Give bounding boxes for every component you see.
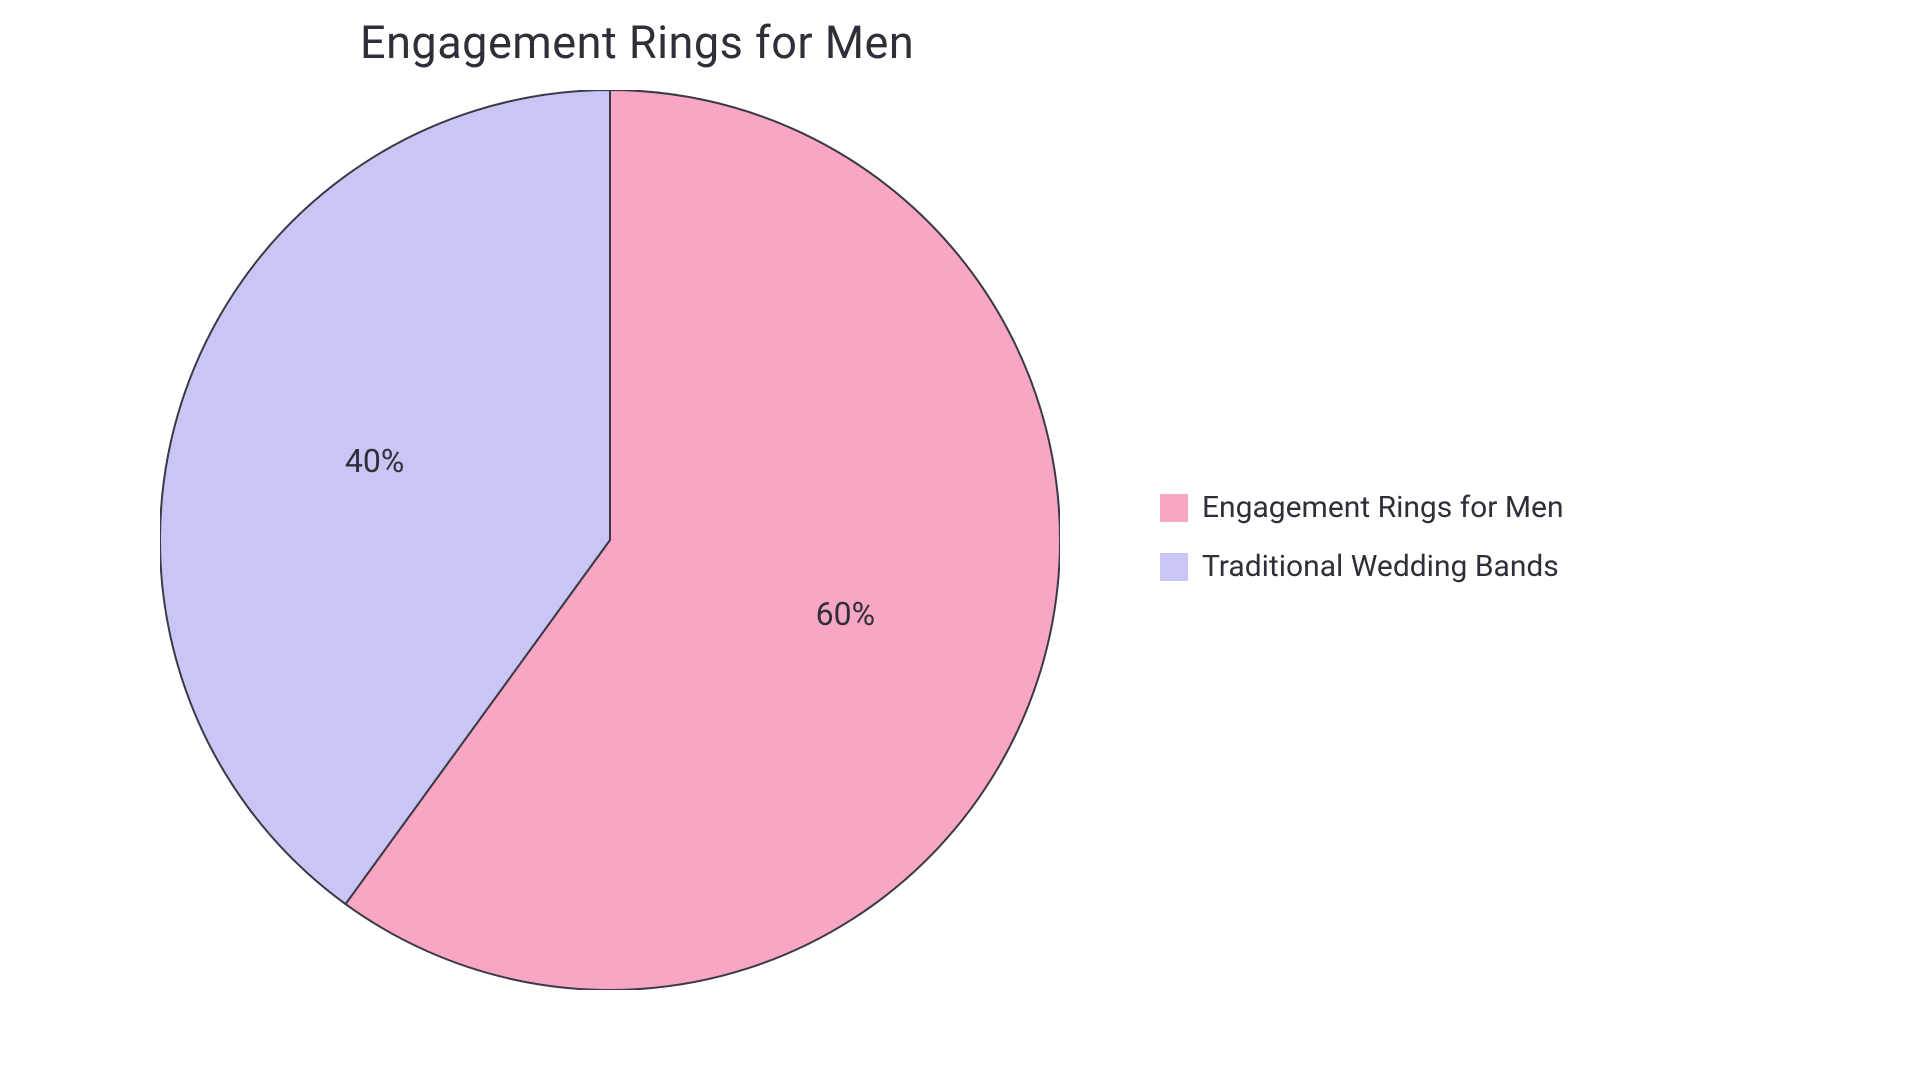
pie-container: 60% 40% [160, 90, 1060, 990]
legend-item-0: Engagement Rings for Men [1160, 490, 1564, 525]
legend-label-1: Traditional Wedding Bands [1202, 549, 1559, 584]
legend: Engagement Rings for Men Traditional Wed… [1160, 490, 1564, 584]
chart-stage: Engagement Rings for Men 60% 40% Engageme… [0, 0, 1920, 1080]
pie-slice-label-1: 40% [345, 442, 404, 480]
legend-label-0: Engagement Rings for Men [1202, 490, 1564, 525]
legend-swatch-0 [1160, 494, 1188, 522]
legend-item-1: Traditional Wedding Bands [1160, 549, 1564, 584]
pie-slice-label-0: 60% [816, 595, 875, 633]
chart-title: Engagement Rings for Men [360, 16, 914, 69]
pie-svg: 60% 40% [160, 90, 1060, 990]
legend-swatch-1 [1160, 553, 1188, 581]
